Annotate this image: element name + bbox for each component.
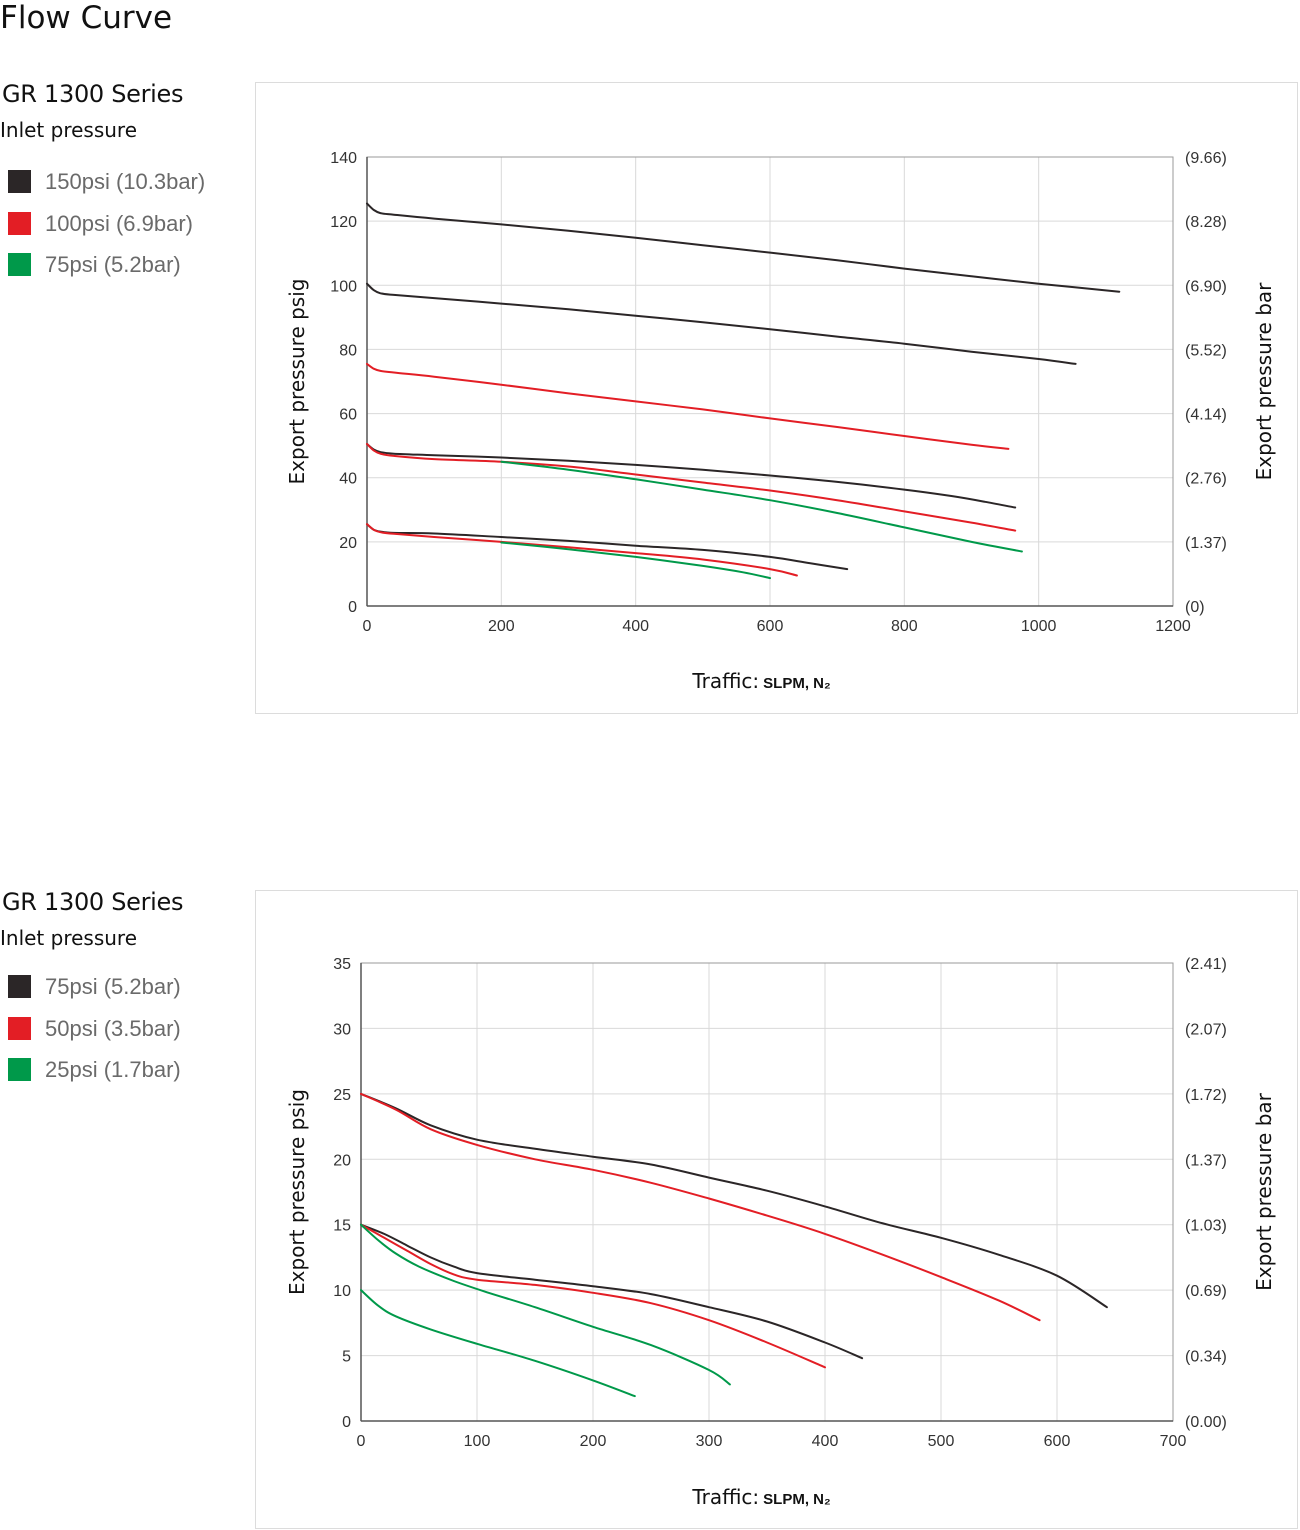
y2-tick-label: (9.66) xyxy=(1185,150,1227,167)
y-tick-label: 10 xyxy=(333,1283,351,1300)
series-line xyxy=(366,443,1017,509)
legend-swatch xyxy=(8,975,31,998)
y2-tick-label: (2.07) xyxy=(1185,1021,1227,1038)
chart-frame: 0 100 200 300 400 500 600 700 0 5 10 15 20 25 30 35 (0.0… xyxy=(255,890,1298,1529)
series-line xyxy=(366,443,1017,532)
y2-tick-label: (0) xyxy=(1185,599,1205,616)
page-title: Flow Curve xyxy=(0,0,173,36)
y-tick-label: 80 xyxy=(339,342,357,359)
series-line xyxy=(360,1223,731,1386)
x-tick-label: 400 xyxy=(622,618,649,635)
x-tick-label: 0 xyxy=(357,1433,366,1450)
series-title: GR 1300 Series xyxy=(2,80,184,108)
x-tick-label: 1200 xyxy=(1155,618,1191,635)
x-axis-title: Traffic: SLPM, N₂ xyxy=(691,669,830,693)
series-line xyxy=(360,1223,826,1369)
legend-swatch xyxy=(8,212,31,235)
y-tick-label: 15 xyxy=(333,1218,351,1235)
y2-tick-label: (4.14) xyxy=(1185,407,1227,424)
y-tick-label: 120 xyxy=(330,214,357,231)
y-tick-label: 60 xyxy=(339,407,357,424)
x-tick-label: 200 xyxy=(580,1433,607,1450)
y2-tick-label: (1.37) xyxy=(1185,535,1227,552)
series-line xyxy=(366,202,1121,293)
x-tick-label: 800 xyxy=(891,618,918,635)
legend-heading: Inlet pressure xyxy=(0,118,138,142)
series-title: GR 1300 Series xyxy=(2,888,184,916)
series-line xyxy=(360,1092,1108,1309)
y2-tick-label: (1.03) xyxy=(1185,1218,1227,1235)
y2-tick-label: (2.76) xyxy=(1185,471,1227,488)
chart-frame: 0 200 400 600 800 1000 1200 0 20 40 60 80 100 120 140 (… xyxy=(255,82,1298,714)
legend-swatch xyxy=(8,1058,31,1081)
y2-tick-label: (1.72) xyxy=(1185,1087,1227,1104)
y-tick-label: 20 xyxy=(339,535,357,552)
y-axis-title: Export pressure psig xyxy=(285,279,309,485)
y-tick-label: 25 xyxy=(333,1087,351,1104)
y2-axis-title: Export pressure bar xyxy=(1252,1092,1276,1291)
y-tick-label: 140 xyxy=(330,150,357,167)
x-tick-label: 500 xyxy=(928,1433,955,1450)
plot-frame xyxy=(360,962,1174,1422)
y2-tick-label: (6.90) xyxy=(1185,278,1227,295)
y-tick-label: 40 xyxy=(339,471,357,488)
x-tick-label: 600 xyxy=(1044,1433,1071,1450)
legend-label: 75psi (5.2bar) xyxy=(45,974,181,999)
x-tick-label: 600 xyxy=(757,618,784,635)
series-line xyxy=(360,1289,636,1398)
series-line xyxy=(500,460,1023,553)
x-tick-label: 300 xyxy=(696,1433,723,1450)
chart-block-1: GR 1300 Series Inlet pressure 150psi (10… xyxy=(0,80,1300,720)
y-tick-label: 35 xyxy=(333,956,351,973)
y2-tick-label: (0.69) xyxy=(1185,1283,1227,1300)
x-tick-label: 400 xyxy=(812,1433,839,1450)
legend-label: 150psi (10.3bar) xyxy=(45,169,206,194)
y2-axis-title: Export pressure bar xyxy=(1252,282,1276,481)
y2-tick-label: (8.28) xyxy=(1185,214,1227,231)
y-tick-label: 5 xyxy=(342,1349,351,1366)
y2-tick-label: (0.34) xyxy=(1185,1349,1227,1366)
y2-tick-label: (2.41) xyxy=(1185,956,1227,973)
y2-tick-label: (0.00) xyxy=(1185,1414,1227,1431)
series-line xyxy=(366,362,1010,450)
series-line xyxy=(360,1223,864,1360)
x-tick-label: 0 xyxy=(363,618,372,635)
legend-label: 75psi (5.2bar) xyxy=(45,252,181,277)
flow-chart-2: 0 100 200 300 400 500 600 700 0 5 10 15 20 25 30 35 (0.0… xyxy=(285,956,1276,1509)
legend-swatch xyxy=(8,253,31,276)
legend-label: 25psi (1.7bar) xyxy=(45,1057,181,1082)
x-tick-label: 1000 xyxy=(1021,618,1057,635)
chart-block-2: GR 1300 Series Inlet pressure 75psi (5.2… xyxy=(0,888,1300,1529)
x-tick-label: 200 xyxy=(488,618,515,635)
series-line xyxy=(366,523,849,571)
y-axis-title: Export pressure psig xyxy=(285,1089,309,1295)
flow-chart-1: 0 200 400 600 800 1000 1200 0 20 40 60 80 100 120 140 (… xyxy=(285,150,1276,693)
y-tick-label: 30 xyxy=(333,1021,351,1038)
y-tick-label: 100 xyxy=(330,278,357,295)
legend-label: 50psi (3.5bar) xyxy=(45,1016,181,1041)
legend-swatch xyxy=(8,1017,31,1040)
legend-heading: Inlet pressure xyxy=(0,926,138,950)
y2-tick-label: (1.37) xyxy=(1185,1152,1227,1169)
series-line xyxy=(360,1092,1041,1322)
series-line xyxy=(500,541,771,580)
series-line xyxy=(366,282,1077,365)
y-tick-label: 0 xyxy=(342,1414,351,1431)
legend-swatch xyxy=(8,170,31,193)
y-tick-label: 20 xyxy=(333,1152,351,1169)
y2-tick-label: (5.52) xyxy=(1185,342,1227,359)
x-axis-title: Traffic: SLPM, N₂ xyxy=(691,1485,830,1509)
x-tick-label: 700 xyxy=(1160,1433,1187,1450)
y-tick-label: 0 xyxy=(348,599,357,616)
x-tick-label: 100 xyxy=(464,1433,491,1450)
legend-label: 100psi (6.9bar) xyxy=(45,211,193,236)
